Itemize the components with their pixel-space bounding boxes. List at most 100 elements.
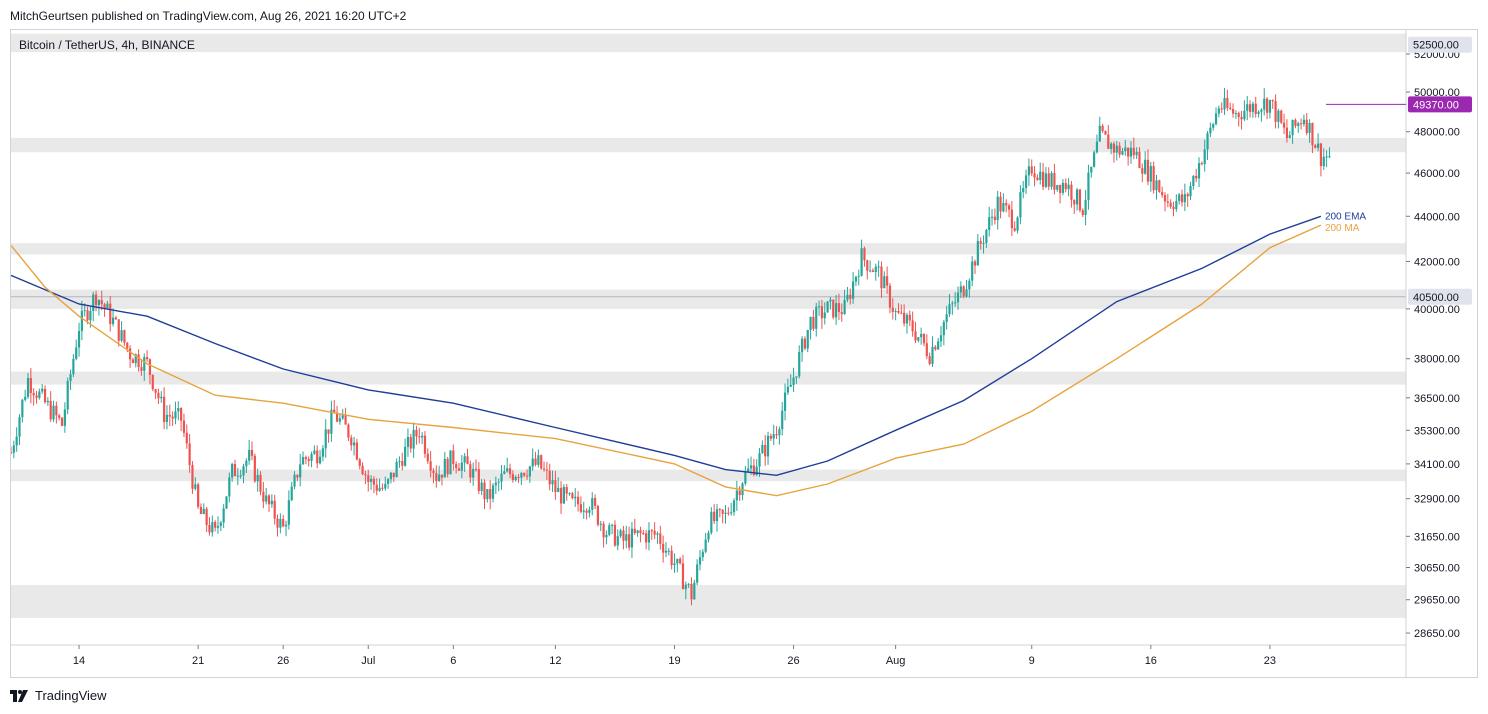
candle-down <box>1161 192 1164 195</box>
candle-up <box>988 217 991 230</box>
candle-down <box>900 312 903 314</box>
candle-up <box>528 466 531 477</box>
ma-200-line <box>11 224 1322 497</box>
candle-up <box>284 524 288 527</box>
candle-down <box>440 474 444 478</box>
candle-down <box>1248 104 1252 112</box>
candle-up <box>1129 147 1133 157</box>
x-tick-label: 9 <box>1029 655 1035 667</box>
candle-down <box>1107 134 1110 149</box>
candle-down <box>145 357 149 360</box>
candle-down <box>1030 166 1033 174</box>
candle-down <box>1007 205 1011 210</box>
price-zone <box>11 243 1406 255</box>
candle-down <box>1274 101 1277 122</box>
candle-up <box>41 388 44 392</box>
y-tick-label: 36500.00 <box>1414 393 1460 405</box>
candle-down <box>628 534 631 548</box>
candle-up <box>1268 100 1272 113</box>
candle-down <box>690 583 693 600</box>
candle-down <box>191 465 194 489</box>
candle-down <box>1112 143 1116 153</box>
candle-up <box>809 316 812 330</box>
candle-up <box>860 248 863 276</box>
candle-down <box>199 506 203 514</box>
candle-up <box>24 396 27 400</box>
candle-down <box>1226 97 1229 108</box>
candle-up <box>857 275 860 277</box>
candle-down <box>645 533 648 543</box>
candle-up <box>1203 149 1206 165</box>
candle-up <box>834 303 838 318</box>
x-tick-label: 6 <box>450 655 456 667</box>
candle-down <box>327 429 330 434</box>
candle-down <box>718 509 721 511</box>
candle-down <box>511 474 514 481</box>
ma-label: 200 MA <box>1325 223 1360 234</box>
candle-up <box>341 415 344 419</box>
candle-up <box>1260 109 1263 112</box>
candle-up <box>472 468 475 478</box>
candle-down <box>973 261 977 266</box>
candle-up <box>676 558 679 564</box>
candle-down <box>840 312 843 314</box>
candle-up <box>384 483 387 489</box>
candle-down <box>525 475 529 477</box>
candle-up <box>551 480 554 485</box>
candle-down <box>1036 177 1039 181</box>
candle-up <box>778 429 781 436</box>
candle-down <box>1058 185 1062 193</box>
candle-down <box>372 478 376 485</box>
candle-up <box>279 518 282 528</box>
candle-up <box>1016 217 1019 231</box>
candle-up <box>216 525 220 528</box>
candle-down <box>123 330 126 343</box>
candle-down <box>477 469 480 491</box>
candle-down <box>517 477 520 479</box>
candle-up <box>931 346 934 364</box>
candle-up <box>883 276 886 289</box>
candle-up <box>786 386 789 393</box>
candle-up <box>480 482 483 491</box>
candle-down <box>466 456 469 465</box>
candle-down <box>137 354 140 368</box>
candle-up <box>982 242 985 244</box>
candle-down <box>993 216 996 221</box>
candle-down <box>897 310 900 313</box>
candle-up <box>588 509 591 513</box>
candle-up <box>1317 143 1320 148</box>
candle-down <box>613 524 617 546</box>
candle-down <box>820 306 824 319</box>
candle-down <box>350 437 353 446</box>
candle-up <box>954 302 957 304</box>
price-zone <box>11 137 1406 153</box>
candle-down <box>1294 119 1297 126</box>
candle-down <box>1118 145 1121 155</box>
candle-up <box>687 583 690 585</box>
candle-up <box>324 429 327 449</box>
candle-down <box>928 356 931 364</box>
candle-up <box>77 330 81 348</box>
candle-down <box>429 461 432 471</box>
candle-down <box>1010 209 1013 229</box>
candle-down <box>358 459 361 466</box>
candle-up <box>1039 171 1042 181</box>
candle-down <box>1186 194 1189 197</box>
candle-up <box>174 411 177 419</box>
candle-up <box>664 550 668 553</box>
candle-up <box>299 464 302 478</box>
candle-down <box>452 450 455 465</box>
current-price-label: 49370.00 <box>1413 99 1459 111</box>
candle-up <box>245 460 248 467</box>
candle-up <box>301 457 305 465</box>
candle-down <box>344 415 347 425</box>
candle-up <box>869 270 872 272</box>
candle-down <box>1220 108 1223 110</box>
candle-up <box>990 216 994 218</box>
candle-down <box>832 299 835 318</box>
candle-up <box>287 500 290 525</box>
candle-up <box>378 487 381 491</box>
candle-down <box>171 416 174 419</box>
candle-down <box>347 424 350 438</box>
